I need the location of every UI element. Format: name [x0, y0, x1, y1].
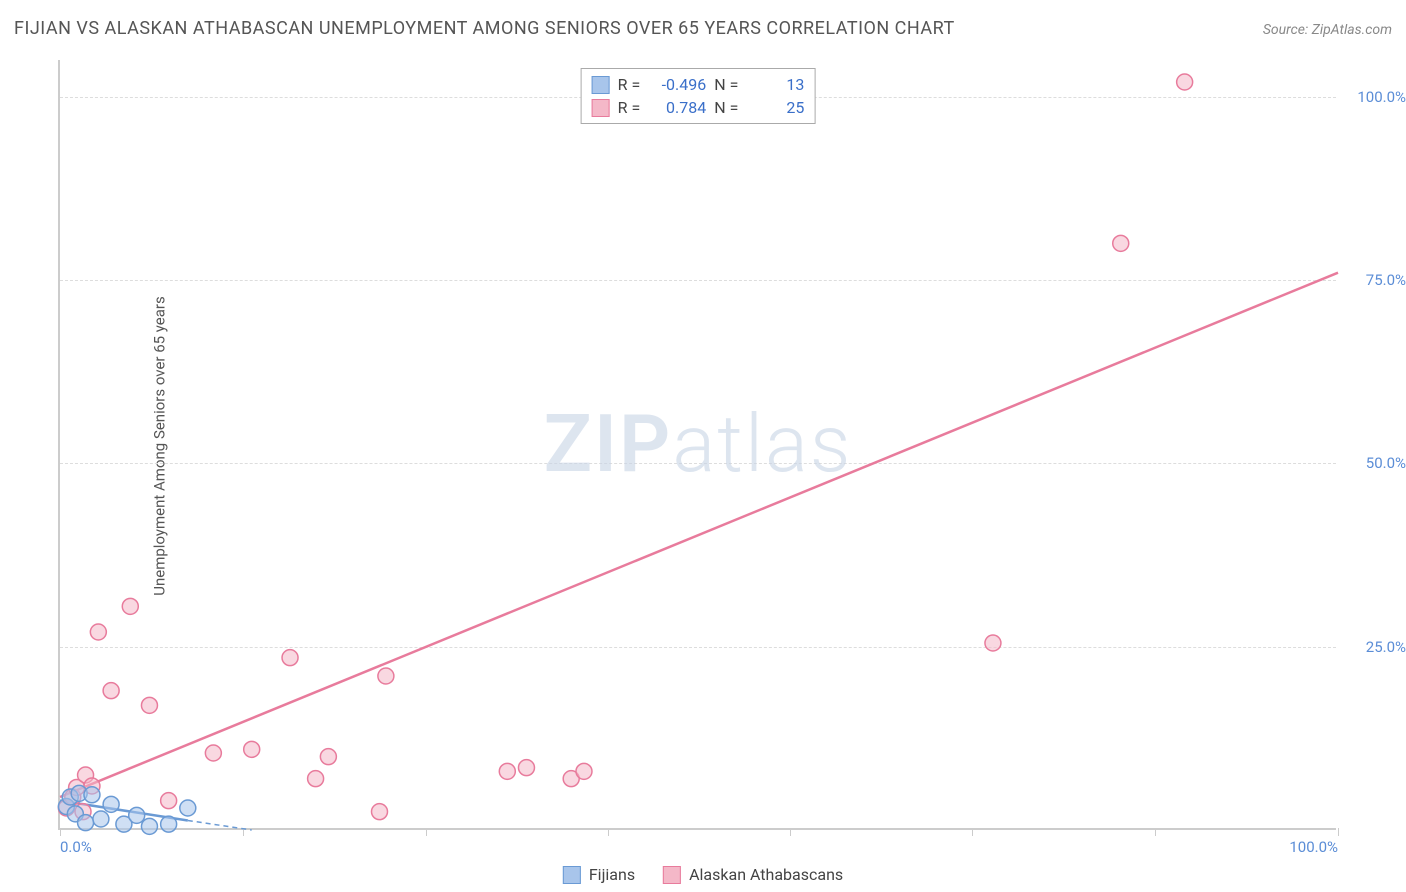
stats-n-label: N =	[714, 98, 738, 117]
stats-swatch-fijians	[592, 76, 610, 94]
legend-swatch-fijians	[563, 866, 581, 884]
stats-row-athabascans: R = 0.784 N = 25	[592, 96, 805, 119]
bottom-legend: Fijians Alaskan Athabascans	[563, 865, 843, 884]
legend-swatch-athabascans	[663, 866, 681, 884]
x-tick	[608, 828, 609, 836]
x-tick	[1338, 828, 1339, 836]
stats-r-value-athabascans: 0.784	[648, 98, 706, 117]
header: FIJIAN VS ALASKAN ATHABASCAN UNEMPLOYMEN…	[14, 18, 1392, 39]
legend-item-fijians: Fijians	[563, 865, 635, 884]
stats-r-value-fijians: -0.496	[648, 75, 706, 94]
y-tick-label: 50.0%	[1346, 454, 1406, 472]
stats-box: R = -0.496 N = 13 R = 0.784 N = 25	[581, 68, 816, 124]
x-tick-label: 0.0%	[60, 838, 92, 856]
x-tick-label: 100.0%	[1289, 838, 1338, 856]
stats-n-value-athabascans: 25	[746, 98, 804, 117]
y-tick-label: 100.0%	[1346, 88, 1406, 106]
stats-n-value-fijians: 13	[746, 75, 804, 94]
legend-label-fijians: Fijians	[589, 865, 635, 884]
x-tick	[790, 828, 791, 836]
chart-title: FIJIAN VS ALASKAN ATHABASCAN UNEMPLOYMEN…	[14, 18, 955, 39]
chart-area: ZIPatlas R = -0.496 N = 13 R = 0.784 N =…	[58, 60, 1336, 830]
y-tick-label: 25.0%	[1346, 638, 1406, 656]
x-tick	[60, 828, 61, 836]
x-tick	[426, 828, 427, 836]
stats-r-label: R =	[618, 75, 641, 94]
legend-item-athabascans: Alaskan Athabascans	[663, 865, 843, 884]
x-tick	[972, 828, 973, 836]
source-label: Source: ZipAtlas.com	[1263, 22, 1392, 38]
stats-swatch-athabascans	[592, 99, 610, 117]
legend-label-athabascans: Alaskan Athabascans	[689, 865, 843, 884]
stats-r-label: R =	[618, 98, 641, 117]
plot-svg	[60, 60, 1336, 828]
stats-n-label: N =	[714, 75, 738, 94]
x-tick	[1155, 828, 1156, 836]
stats-row-fijians: R = -0.496 N = 13	[592, 73, 805, 96]
y-tick-label: 75.0%	[1346, 271, 1406, 289]
